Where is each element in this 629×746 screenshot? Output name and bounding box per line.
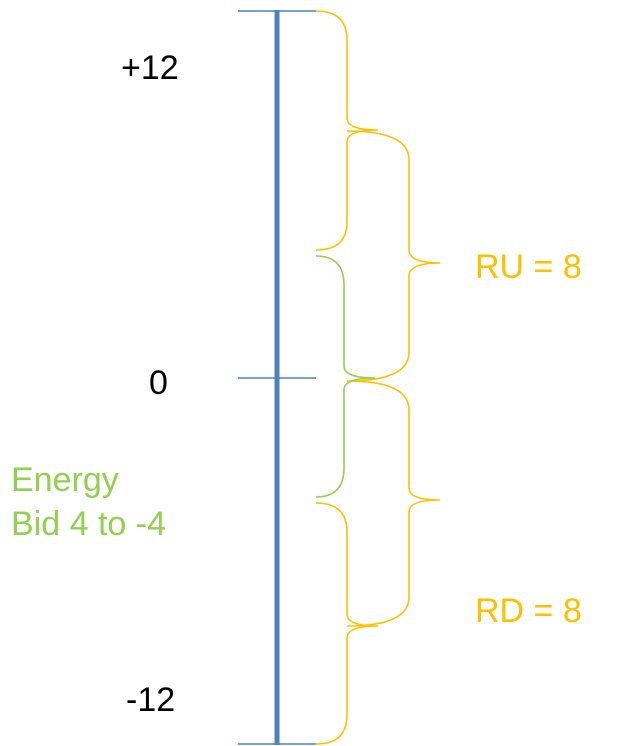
brace-rd <box>346 380 441 627</box>
label-energy-bid: Energy Bid 4 to -4 <box>11 458 166 546</box>
label-energy-line1: Energy <box>11 461 119 499</box>
brace-energy <box>315 255 376 498</box>
label-zero-value: 0 <box>149 364 168 402</box>
label-ru: RU = 8 <box>475 248 582 286</box>
brace-ru <box>346 130 441 382</box>
label-top-value: +12 <box>121 49 179 87</box>
label-rd: RD = 8 <box>475 592 582 630</box>
brace-top-upper <box>315 10 379 251</box>
label-bottom-value: -12 <box>126 681 176 719</box>
label-energy-line2: Bid 4 to -4 <box>11 505 166 543</box>
brace-bottom-lower <box>315 502 379 745</box>
